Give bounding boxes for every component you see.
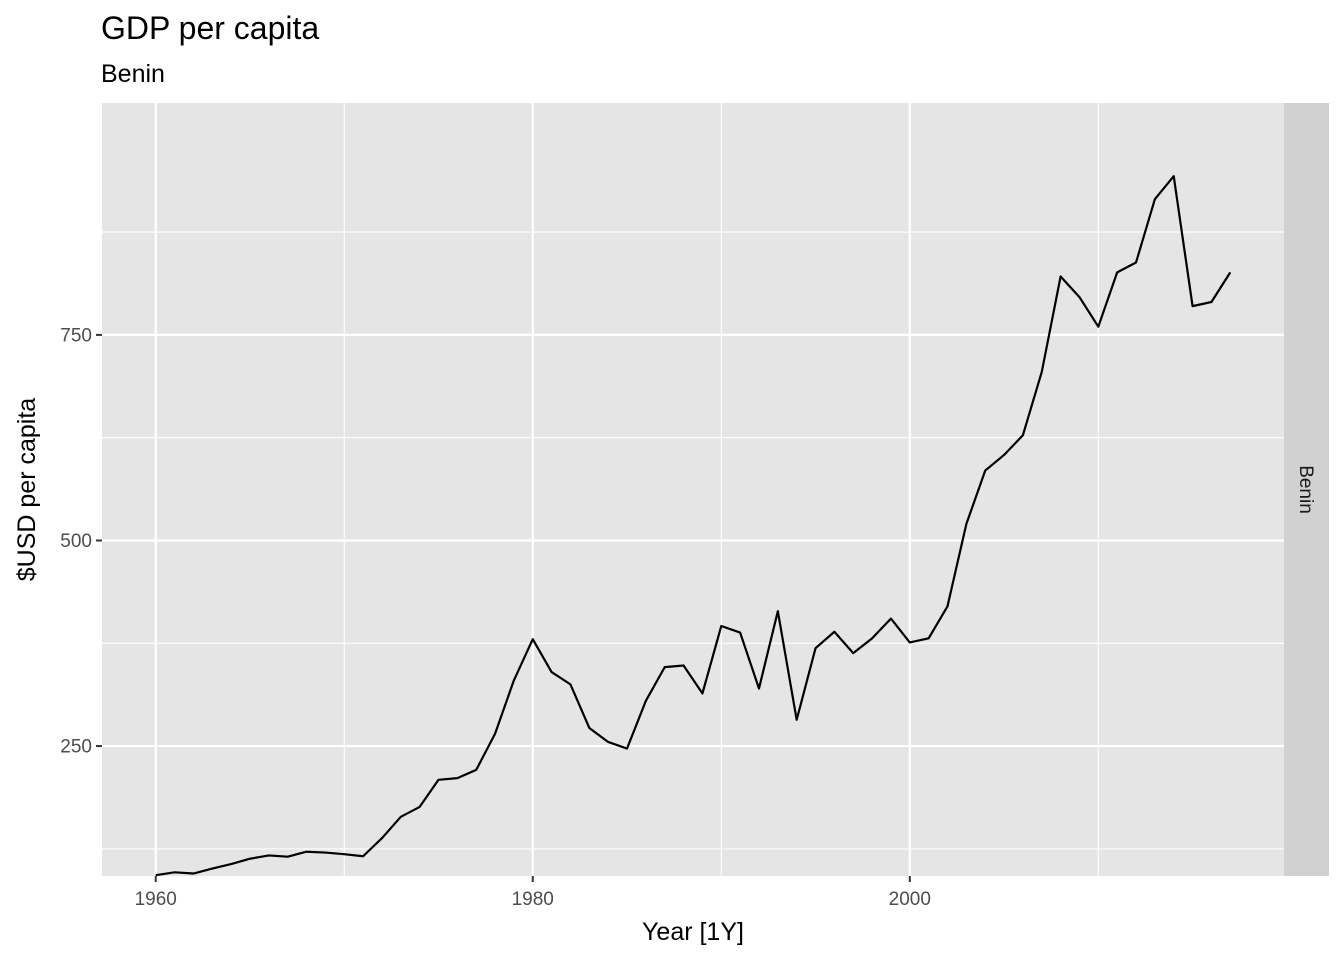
facet-strip xyxy=(1284,103,1329,876)
y-axis: 250 500 750 xyxy=(60,326,102,758)
chart-title: GDP per capita xyxy=(101,10,319,46)
y-tick-label: 500 xyxy=(60,531,92,552)
facet-strip-label: Benin xyxy=(1295,465,1316,514)
major-gridlines-y xyxy=(102,333,1284,748)
x-axis-title: Year [1Y] xyxy=(642,918,744,946)
y-tick-label: 750 xyxy=(60,326,92,347)
y-tick-label: 250 xyxy=(60,737,92,758)
x-tick-label: 1960 xyxy=(135,889,177,910)
chart-subtitle: Benin xyxy=(101,60,165,88)
major-gridlines-x xyxy=(154,103,911,876)
x-tick-label: 2000 xyxy=(889,889,931,910)
plot-panel xyxy=(102,103,1284,876)
y-axis-title: $USD per capita xyxy=(13,398,41,582)
x-tick-label: 1980 xyxy=(512,889,554,910)
x-axis: 1960 1980 2000 xyxy=(135,876,931,910)
series-line-benin xyxy=(155,175,1232,877)
minor-gridlines-y xyxy=(102,231,1284,850)
